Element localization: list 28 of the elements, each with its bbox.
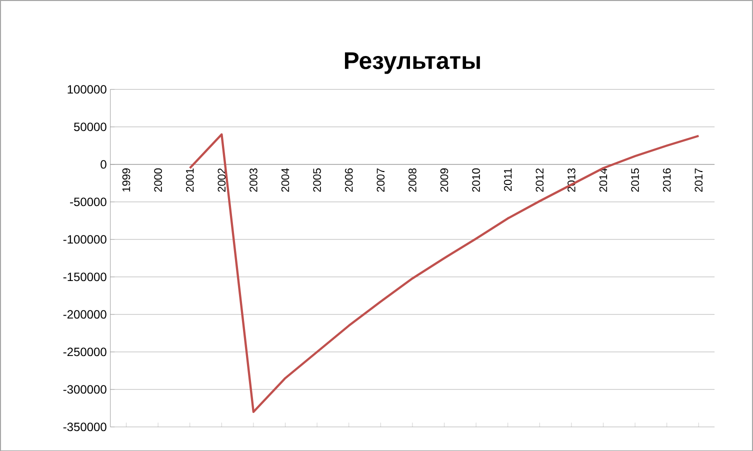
y-tick-label: 0: [100, 160, 106, 168]
x-tick-label: 2015: [631, 168, 639, 192]
x-tick-label: 2011: [504, 168, 512, 191]
x-tick-label: 2008: [408, 168, 416, 192]
x-tick-label: 1999: [122, 168, 130, 192]
y-tick-label: -150000: [63, 272, 106, 281]
x-tick-label: 2001: [186, 168, 194, 192]
x-tick-label: 2017: [694, 168, 703, 192]
x-tick-label: 2016: [662, 168, 671, 192]
x-tick-label: 2002: [218, 168, 226, 192]
y-tick-label: -100000: [63, 234, 106, 244]
y-tick-label: 100000: [68, 84, 106, 94]
x-tick-label: 2010: [472, 168, 480, 192]
x-tick-label: 2003: [250, 168, 258, 192]
x-tick-label: 2004: [281, 168, 290, 192]
y-tick-label: -300000: [63, 384, 106, 394]
x-tick-label: 2009: [440, 168, 448, 192]
x-tick-label: 2000: [154, 168, 162, 192]
x-tick-label: 2006: [344, 168, 353, 192]
chart-title: Результаты: [344, 52, 480, 74]
x-tick-label: 2005: [313, 168, 321, 192]
y-tick-label: -250000: [63, 347, 106, 356]
y-tick-label: -50000: [70, 197, 106, 206]
x-tick-label: 2007: [376, 168, 385, 192]
y-tick-label: 50000: [74, 122, 106, 131]
x-tick-label: 2012: [536, 168, 544, 192]
y-tick-label: -350000: [63, 422, 106, 431]
y-tick-label: -200000: [63, 310, 106, 318]
